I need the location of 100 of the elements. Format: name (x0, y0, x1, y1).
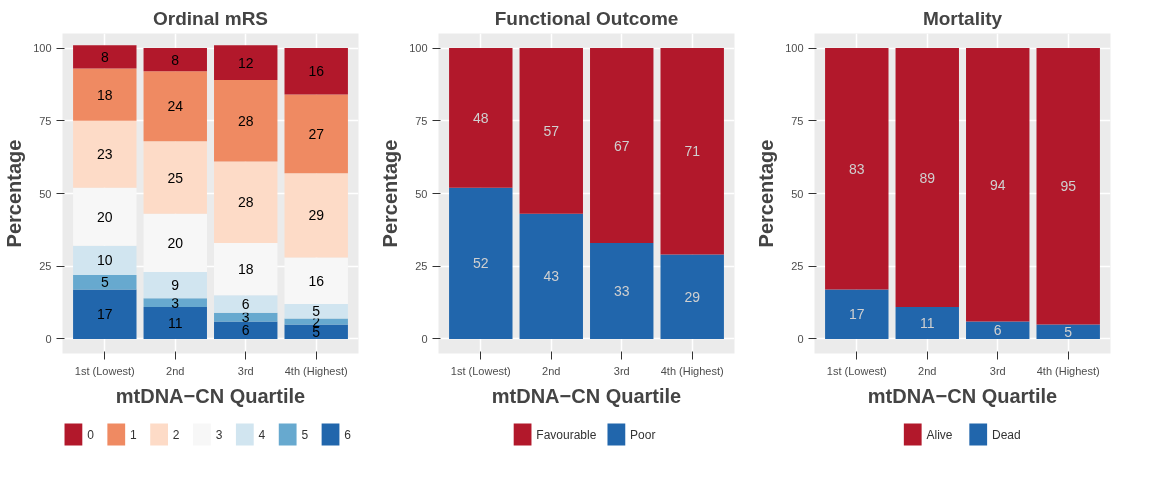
bar (214, 312, 278, 322)
x-axis-title: mtDNA−CN Quartile (491, 384, 682, 407)
data-label: 29 (308, 207, 325, 224)
data-label: 25 (167, 169, 184, 186)
data-label: 94 (989, 176, 1006, 193)
bar (590, 242, 654, 339)
x-tick-label: 2nd (166, 364, 185, 377)
bar (214, 295, 278, 313)
bar (143, 298, 207, 307)
bar (73, 120, 137, 188)
bar (73, 187, 137, 246)
y-tick-label: 0 (421, 332, 428, 345)
legend-label: 5 (301, 428, 309, 442)
x-tick-label: 4th (Highest) (660, 364, 724, 377)
x-axis-title: mtDNA−CN Quartile (115, 384, 306, 407)
y-tick-label: 75 (415, 114, 428, 127)
chart-title: Functional Outcome (494, 7, 679, 29)
chart-title: Ordinal mRS (152, 7, 269, 29)
x-tick-label: 4th (Highest) (1036, 364, 1100, 377)
data-label: 12 (237, 54, 254, 71)
bar (449, 187, 513, 339)
bar (660, 254, 724, 339)
x-tick-label: 3rd (237, 364, 254, 377)
bar (214, 321, 278, 339)
bar (284, 173, 348, 258)
bar (519, 48, 583, 214)
bar (895, 306, 959, 339)
bar (214, 45, 278, 81)
y-tick-label: 25 (791, 260, 804, 273)
x-tick-label: 1st (Lowest) (826, 364, 887, 377)
data-label: 52 (473, 255, 489, 272)
bar (895, 48, 959, 307)
bar (143, 141, 207, 214)
data-label: 33 (613, 282, 630, 299)
bar (449, 48, 513, 188)
data-label: 8 (171, 51, 180, 68)
y-axis-title: Percentage (379, 139, 402, 248)
legend-label: Favourable (536, 427, 597, 442)
bar (73, 45, 137, 69)
bar (73, 274, 137, 290)
x-tick-label: 3rd (989, 364, 1006, 377)
bar (214, 242, 278, 296)
y-axis-title: Percentage (3, 139, 26, 248)
chart-title: Mortality (922, 7, 1003, 29)
bar (73, 289, 137, 339)
bar (966, 321, 1030, 339)
data-label: 20 (97, 208, 113, 225)
bar (143, 272, 207, 299)
data-label: 28 (237, 112, 254, 129)
data-label: 17 (97, 306, 113, 323)
y-tick-label: 25 (415, 260, 428, 273)
y-tick-label: 75 (791, 114, 804, 127)
data-label: 5 (1064, 323, 1073, 340)
data-label: 83 (849, 160, 865, 177)
legend-label: 2 (172, 428, 180, 442)
data-label: 29 (684, 288, 701, 305)
y-tick-label: 50 (415, 187, 428, 200)
y-tick-label: 50 (791, 187, 804, 200)
bar (966, 48, 1030, 322)
bar (1036, 48, 1100, 325)
data-label: 89 (919, 169, 936, 186)
data-label: 3 (171, 294, 180, 311)
bar (143, 213, 207, 273)
legend-label: Poor (630, 427, 656, 442)
data-label: 43 (543, 268, 560, 285)
bar (143, 71, 207, 142)
bar (519, 213, 583, 339)
data-label: 11 (920, 314, 935, 331)
legend-label: 3 (215, 428, 223, 442)
data-label: 18 (97, 86, 113, 103)
bar (825, 48, 889, 290)
data-label: 28 (237, 194, 254, 211)
legend-label: 0 (87, 428, 95, 442)
bar (284, 257, 348, 305)
bar (284, 94, 348, 174)
data-label: 16 (308, 272, 325, 289)
data-label: 8 (100, 48, 109, 65)
bar (660, 48, 724, 255)
legend-label: 1 (130, 428, 138, 442)
bar (1036, 324, 1100, 339)
x-axis-title: mtDNA−CN Quartile (867, 384, 1058, 407)
legend-label: Alive (926, 427, 953, 442)
data-label: 95 (1060, 178, 1077, 195)
y-tick-label: 0 (45, 332, 52, 345)
x-tick-label: 2nd (542, 364, 561, 377)
bar (284, 48, 348, 95)
bar (214, 80, 278, 162)
y-tick-label: 75 (39, 114, 52, 127)
bar (73, 245, 137, 275)
x-tick-label: 1st (Lowest) (74, 364, 135, 377)
data-label: 6 (993, 322, 1002, 339)
y-tick-label: 100 (33, 42, 52, 55)
bar (143, 48, 207, 72)
data-label: 20 (167, 234, 184, 251)
data-label: 16 (308, 63, 325, 80)
legend-label: 6 (344, 428, 352, 442)
data-label: 23 (97, 146, 113, 163)
x-tick-label: 2nd (918, 364, 937, 377)
data-label: 5 (100, 274, 109, 291)
bar (825, 289, 889, 339)
